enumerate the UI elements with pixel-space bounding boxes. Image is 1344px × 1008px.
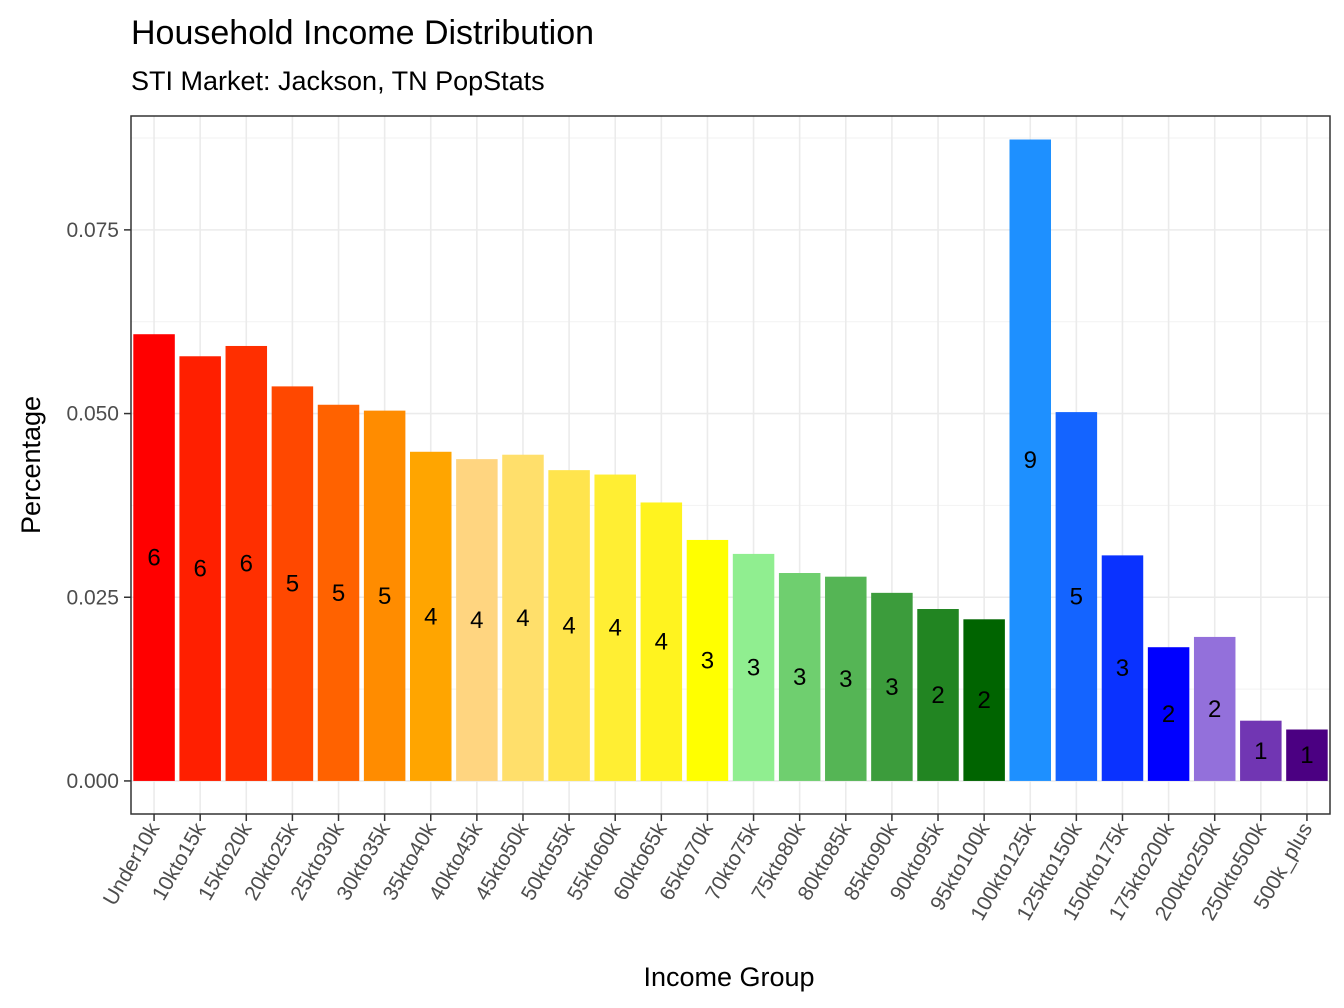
bar-30kto35k (363, 410, 406, 781)
bar-500k_plus (1286, 729, 1328, 781)
bar-80kto85k (825, 576, 867, 781)
y-tick-label: 0.000 (66, 770, 119, 793)
y-axis: 0.000 0.025 0.050 0.075 (66, 219, 131, 793)
chart-subtitle: STI Market: Jackson, TN PopStats (131, 66, 545, 96)
bar-label-20kto25k: 5 (286, 571, 299, 598)
bar-label-125kto150k: 5 (1070, 584, 1083, 611)
plot-border (130, 115, 1331, 815)
bar-45kto50k (502, 454, 544, 781)
bar-label-15kto20k: 6 (240, 550, 253, 577)
bar-150kto175k (1101, 555, 1144, 781)
bar-70kto75k (732, 553, 775, 781)
bar-label-60kto65k: 4 (655, 629, 668, 656)
bar-label-40kto45k: 4 (470, 607, 483, 634)
bar-65kto70k (686, 539, 729, 781)
x-axis-title: Income Group (643, 962, 814, 992)
y-axis-title: Percentage (16, 396, 46, 534)
bar-60kto65k (640, 502, 683, 781)
chart-title: Household Income Distribution (131, 14, 594, 52)
bar-label-30kto35k: 5 (378, 583, 391, 610)
bar-40kto45k (456, 459, 498, 781)
bar-250kto500k (1240, 720, 1282, 781)
bar-label-95kto100k: 2 (977, 687, 990, 714)
bar-label-65kto70k: 3 (701, 647, 714, 674)
bar-10kto15k (179, 356, 221, 781)
bar-label-200kto250k: 2 (1208, 696, 1221, 723)
bar-label-250kto500k: 1 (1254, 738, 1267, 765)
bar-95kto100k (963, 619, 1005, 781)
bar-label-45kto50k: 4 (516, 605, 529, 632)
bar-label-25kto30k: 5 (332, 580, 345, 607)
y-tick-label: 0.050 (66, 403, 119, 426)
bar-20kto25k (271, 386, 314, 781)
bar-label-70kto75k: 3 (747, 654, 760, 681)
bar-90kto95k (917, 609, 959, 781)
bar-25kto30k (317, 404, 360, 781)
bar-55kto60k (594, 474, 636, 781)
bar-label-80kto85k: 3 (839, 666, 852, 693)
bar-200kto250k (1193, 636, 1236, 781)
bar-label-50kto55k: 4 (562, 613, 575, 640)
y-tick-label: 0.025 (66, 586, 119, 609)
bar-label-35kto40k: 4 (424, 603, 437, 630)
bars (133, 139, 1328, 781)
bar-label-75kto80k: 3 (793, 664, 806, 691)
bar-data-labels: 6 6 6 5 5 5 4 4 4 4 4 4 3 3 3 3 3 2 2 9 5 3 2 2 1 1 (147, 447, 1313, 769)
bar-85kto90k (871, 592, 913, 781)
bar-label-10kto15k: 6 (193, 556, 206, 583)
bar-label-175kto200k: 2 (1162, 701, 1175, 728)
bar-label-Under10k: 6 (147, 545, 160, 572)
bar-100kto125k (1009, 139, 1052, 781)
x-axis: Under10k10kto15k15kto20k20kto25k25kto30k… (99, 814, 1317, 925)
bar-15kto20k (225, 345, 268, 781)
bar-75kto80k (778, 573, 821, 781)
bar-label-150kto175k: 3 (1116, 655, 1129, 682)
bar-label-85kto90k: 3 (885, 674, 898, 701)
bar-label-500k_plus: 1 (1300, 742, 1313, 769)
y-tick-label: 0.075 (66, 219, 119, 242)
bar-125kto150k (1055, 412, 1098, 781)
bar-35kto40k (409, 451, 452, 781)
bar-50kto55k (548, 470, 590, 781)
bar-label-55kto60k: 4 (609, 615, 622, 642)
bar-label-100kto125k: 9 (1024, 447, 1037, 474)
bar-Under10k (133, 334, 175, 781)
bar-label-90kto95k: 2 (931, 682, 944, 709)
bar-175kto200k (1147, 647, 1190, 781)
